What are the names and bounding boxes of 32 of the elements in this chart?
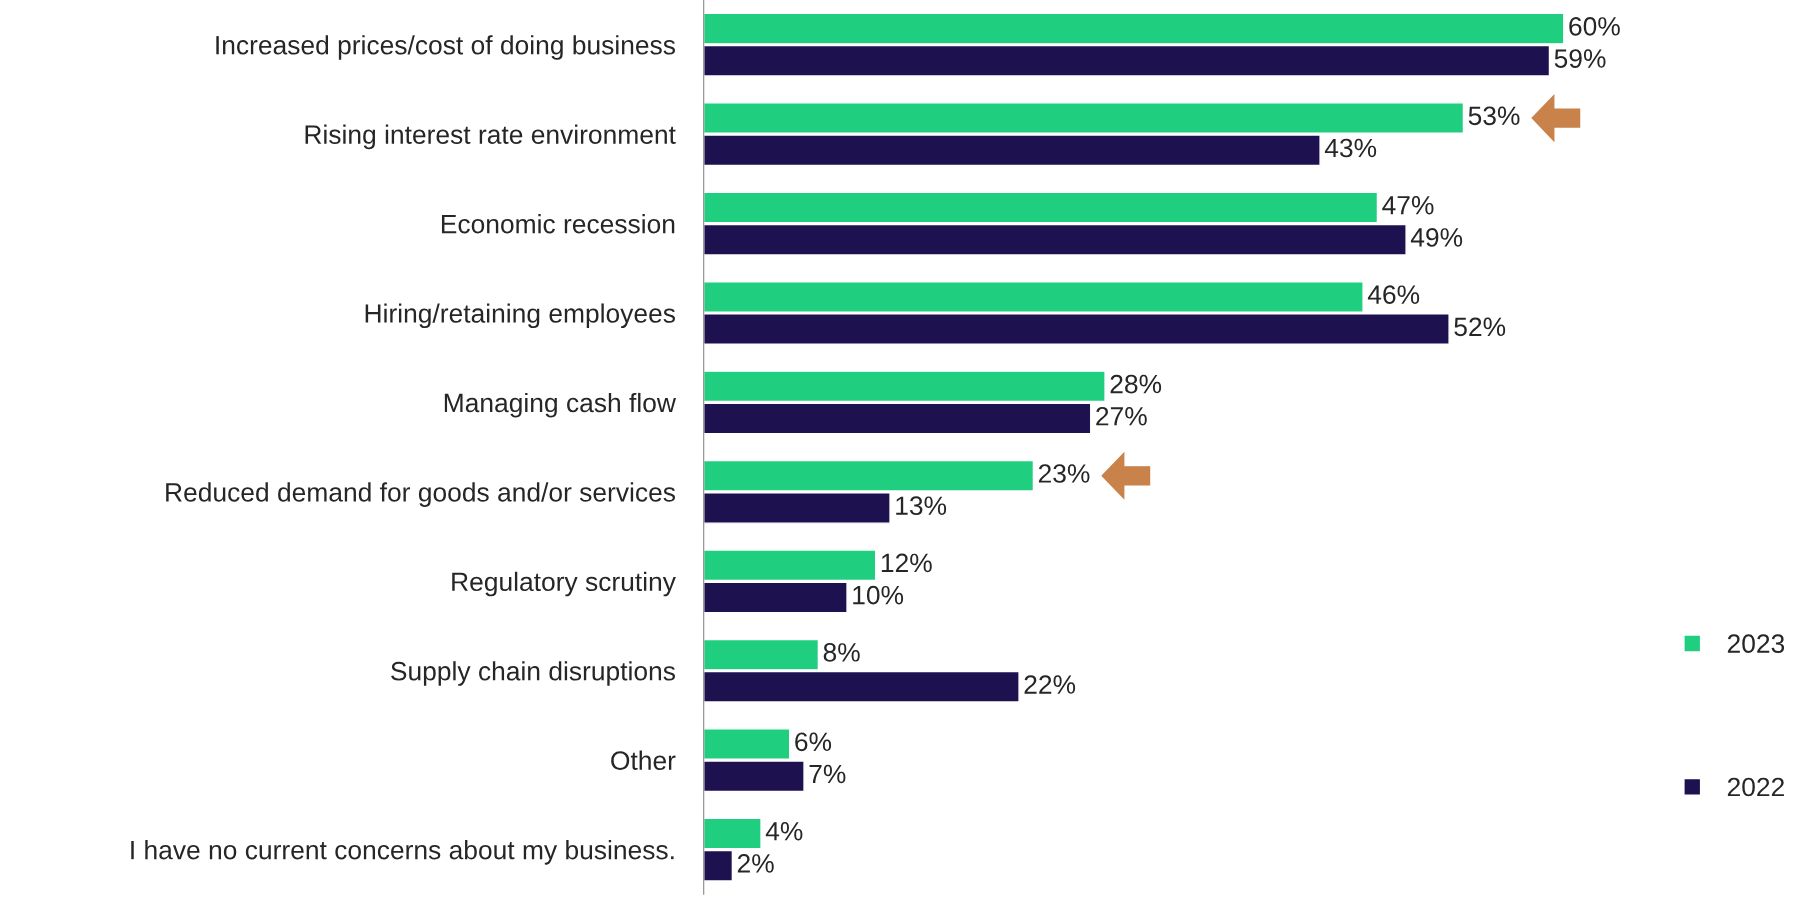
data-label: 49%: [1410, 228, 1463, 247]
data-label: 4%: [765, 822, 803, 841]
data-label: 27%: [1096, 406, 1147, 426]
data-label: 22%: [1024, 675, 1076, 694]
data-label: 46%: [1367, 285, 1420, 304]
y-tick-label: Regulatory scrutiny: [452, 571, 676, 597]
data-label: 28%: [1110, 374, 1162, 394]
y-tick-label: Other: [611, 750, 676, 770]
data-label: 47%: [1382, 195, 1434, 215]
data-label: 7%: [809, 764, 846, 784]
y-tick-label: Hiring/retaining employees: [365, 303, 675, 329]
y-tick-label: Reduced demand for goods and/or services: [166, 482, 676, 507]
data-label: 23%: [1038, 464, 1090, 483]
y-tick-label: I have no current concerns about my business.: [131, 840, 674, 865]
data-label: 2%: [737, 854, 774, 873]
data-label: 60%: [1569, 17, 1620, 36]
data-label: 13%: [896, 496, 947, 516]
data-label: 6%: [795, 732, 832, 752]
data-label: 52%: [1454, 317, 1506, 337]
y-tick-label: Rising interest rate environment: [305, 124, 676, 150]
data-label: 59%: [1554, 49, 1606, 68]
y-tick-label: Supply chain disruptions: [391, 661, 675, 686]
data-label: 10%: [853, 585, 904, 605]
y-tick-label: Managing cash flow: [444, 392, 676, 418]
data-label: 43%: [1324, 138, 1377, 158]
data-label: 8%: [823, 643, 860, 662]
legend-label: 2022: [1727, 777, 1784, 797]
data-label: 53%: [1468, 106, 1520, 126]
data-label: 12%: [881, 553, 932, 573]
y-tick-label: Increased prices/cost of doing business: [216, 35, 675, 60]
legend-label: 2023: [1727, 634, 1785, 654]
y-tick-label: Economic recession: [441, 214, 675, 234]
